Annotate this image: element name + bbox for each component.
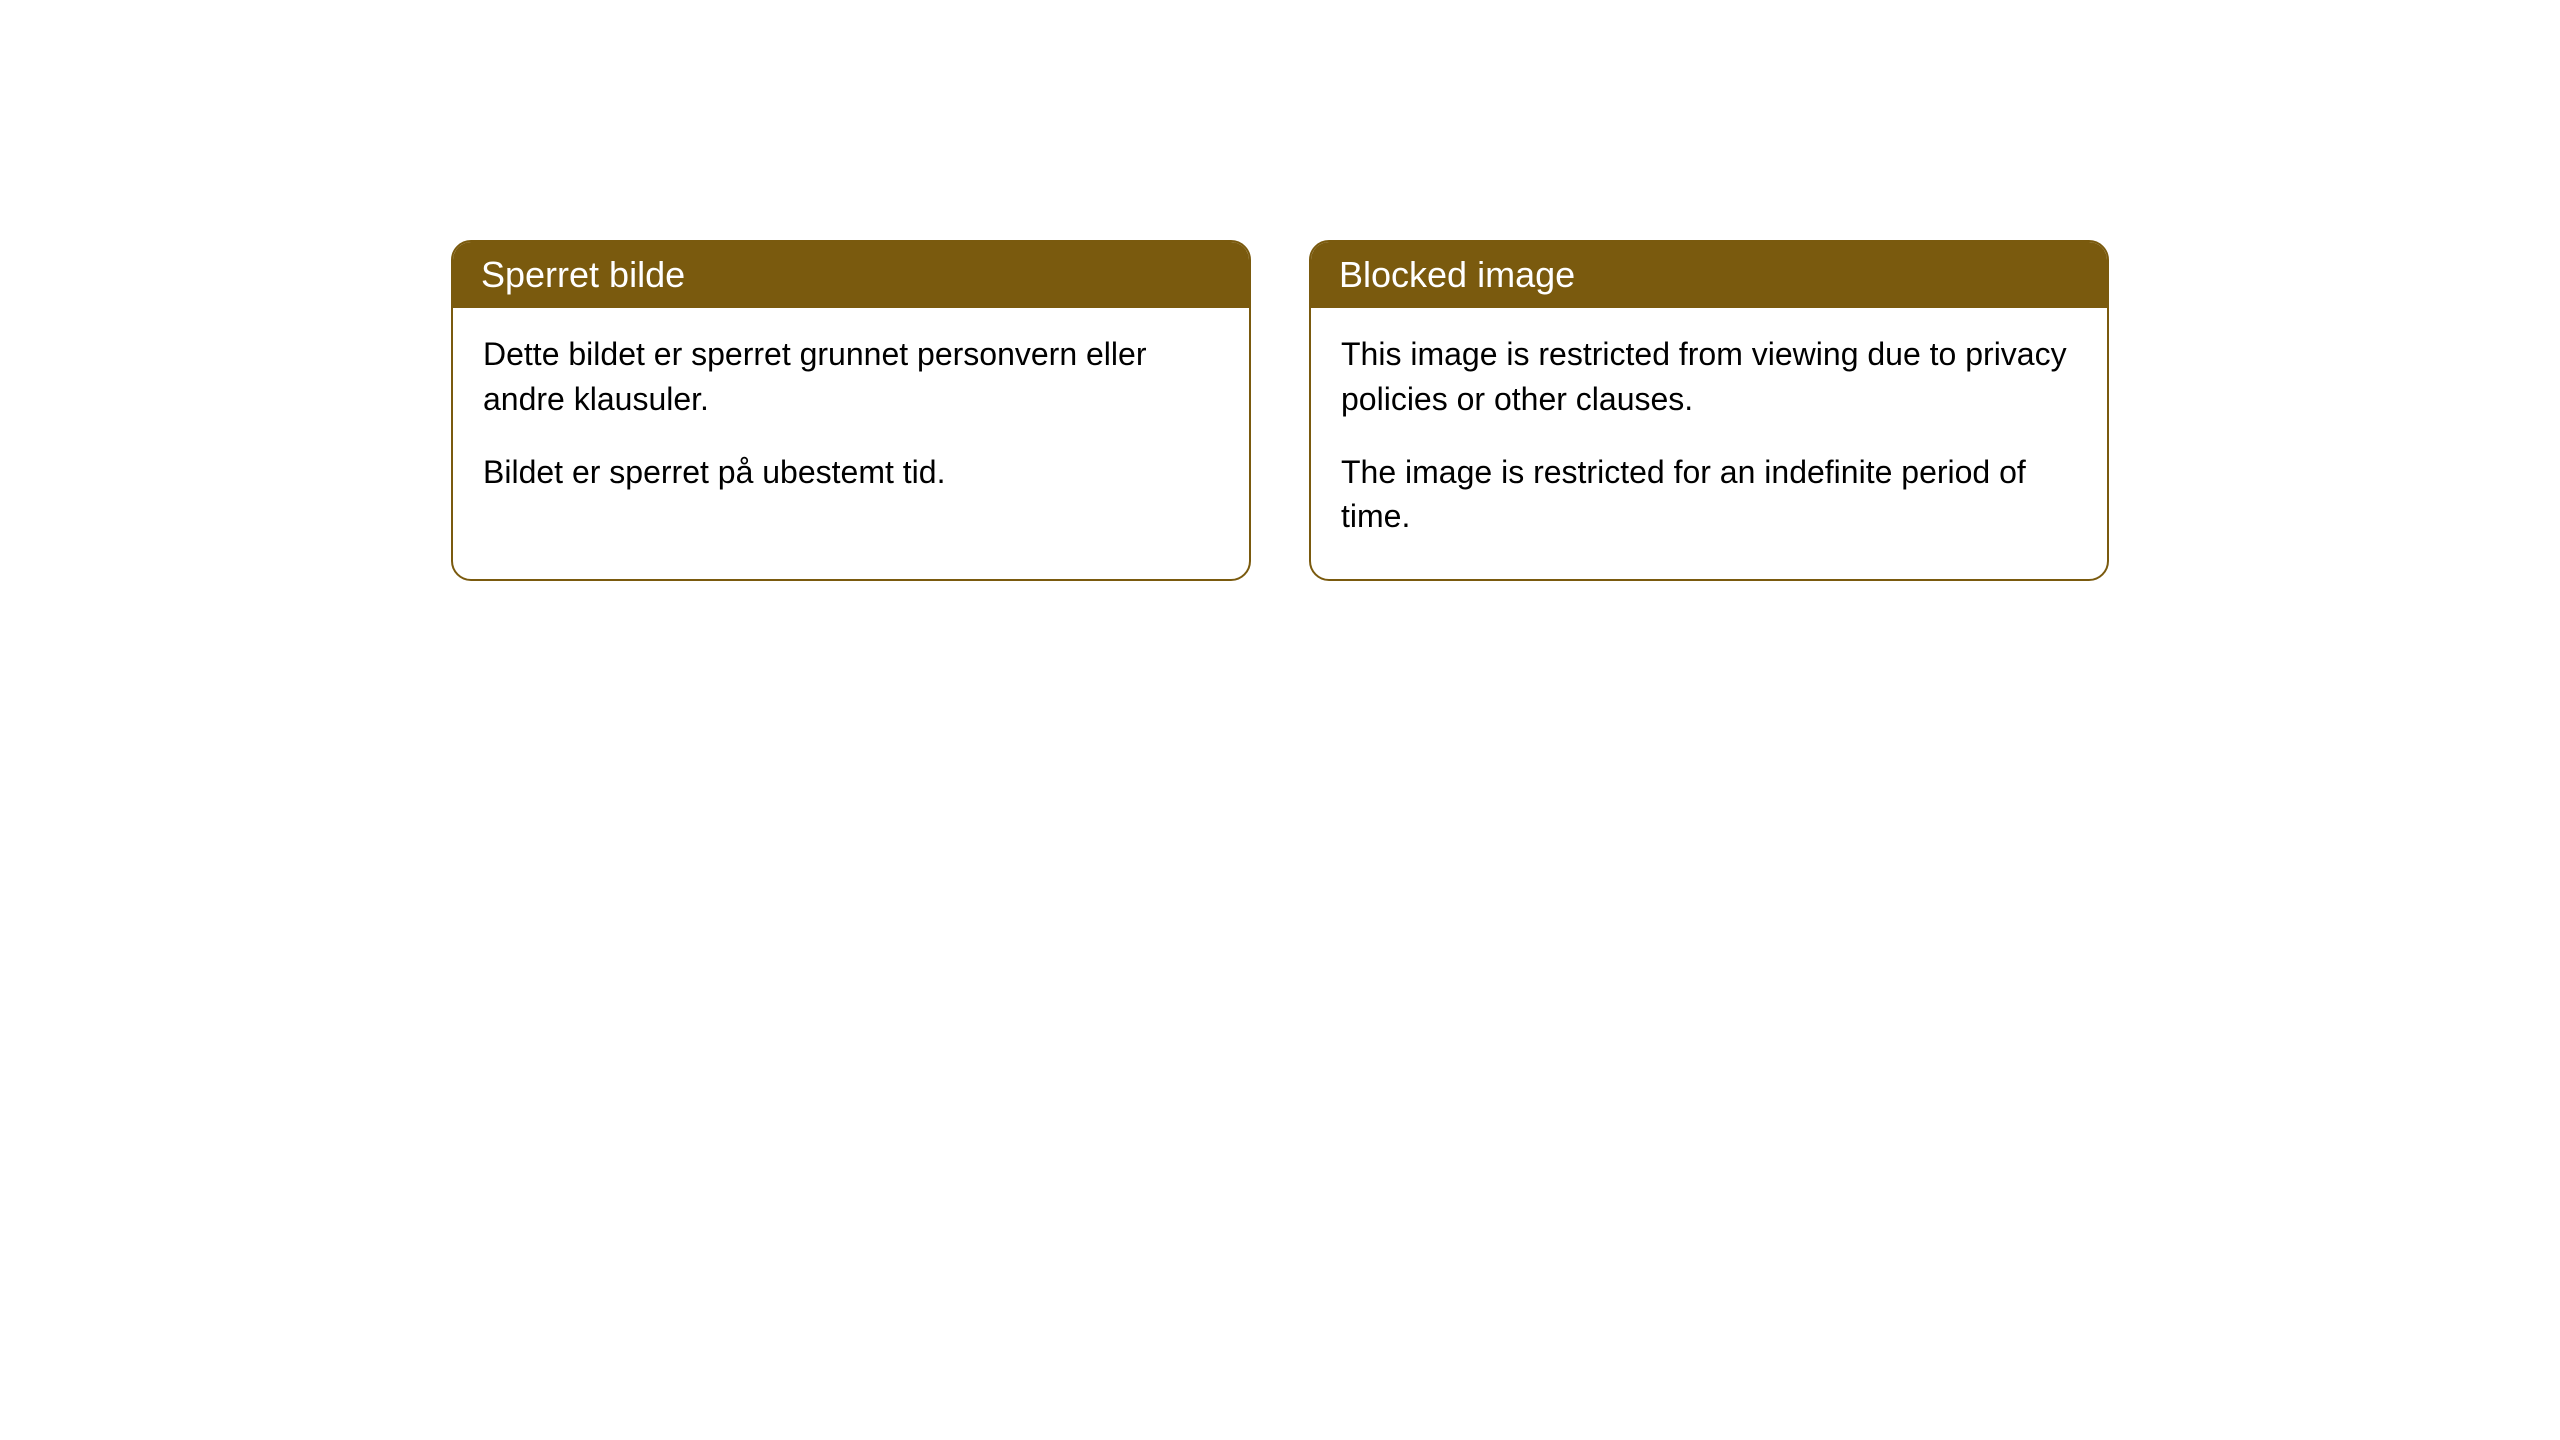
card-header-norwegian: Sperret bilde [453, 242, 1249, 308]
card-body-english: This image is restricted from viewing du… [1311, 308, 2107, 579]
card-title: Blocked image [1339, 254, 1575, 295]
card-paragraph: Dette bildet er sperret grunnet personve… [483, 332, 1219, 422]
card-header-english: Blocked image [1311, 242, 2107, 308]
card-norwegian: Sperret bilde Dette bildet er sperret gr… [451, 240, 1251, 581]
card-english: Blocked image This image is restricted f… [1309, 240, 2109, 581]
card-title: Sperret bilde [481, 254, 685, 295]
card-paragraph: Bildet er sperret på ubestemt tid. [483, 450, 1219, 495]
card-body-norwegian: Dette bildet er sperret grunnet personve… [453, 308, 1249, 534]
card-paragraph: The image is restricted for an indefinit… [1341, 450, 2077, 540]
card-paragraph: This image is restricted from viewing du… [1341, 332, 2077, 422]
card-container: Sperret bilde Dette bildet er sperret gr… [0, 240, 2560, 581]
